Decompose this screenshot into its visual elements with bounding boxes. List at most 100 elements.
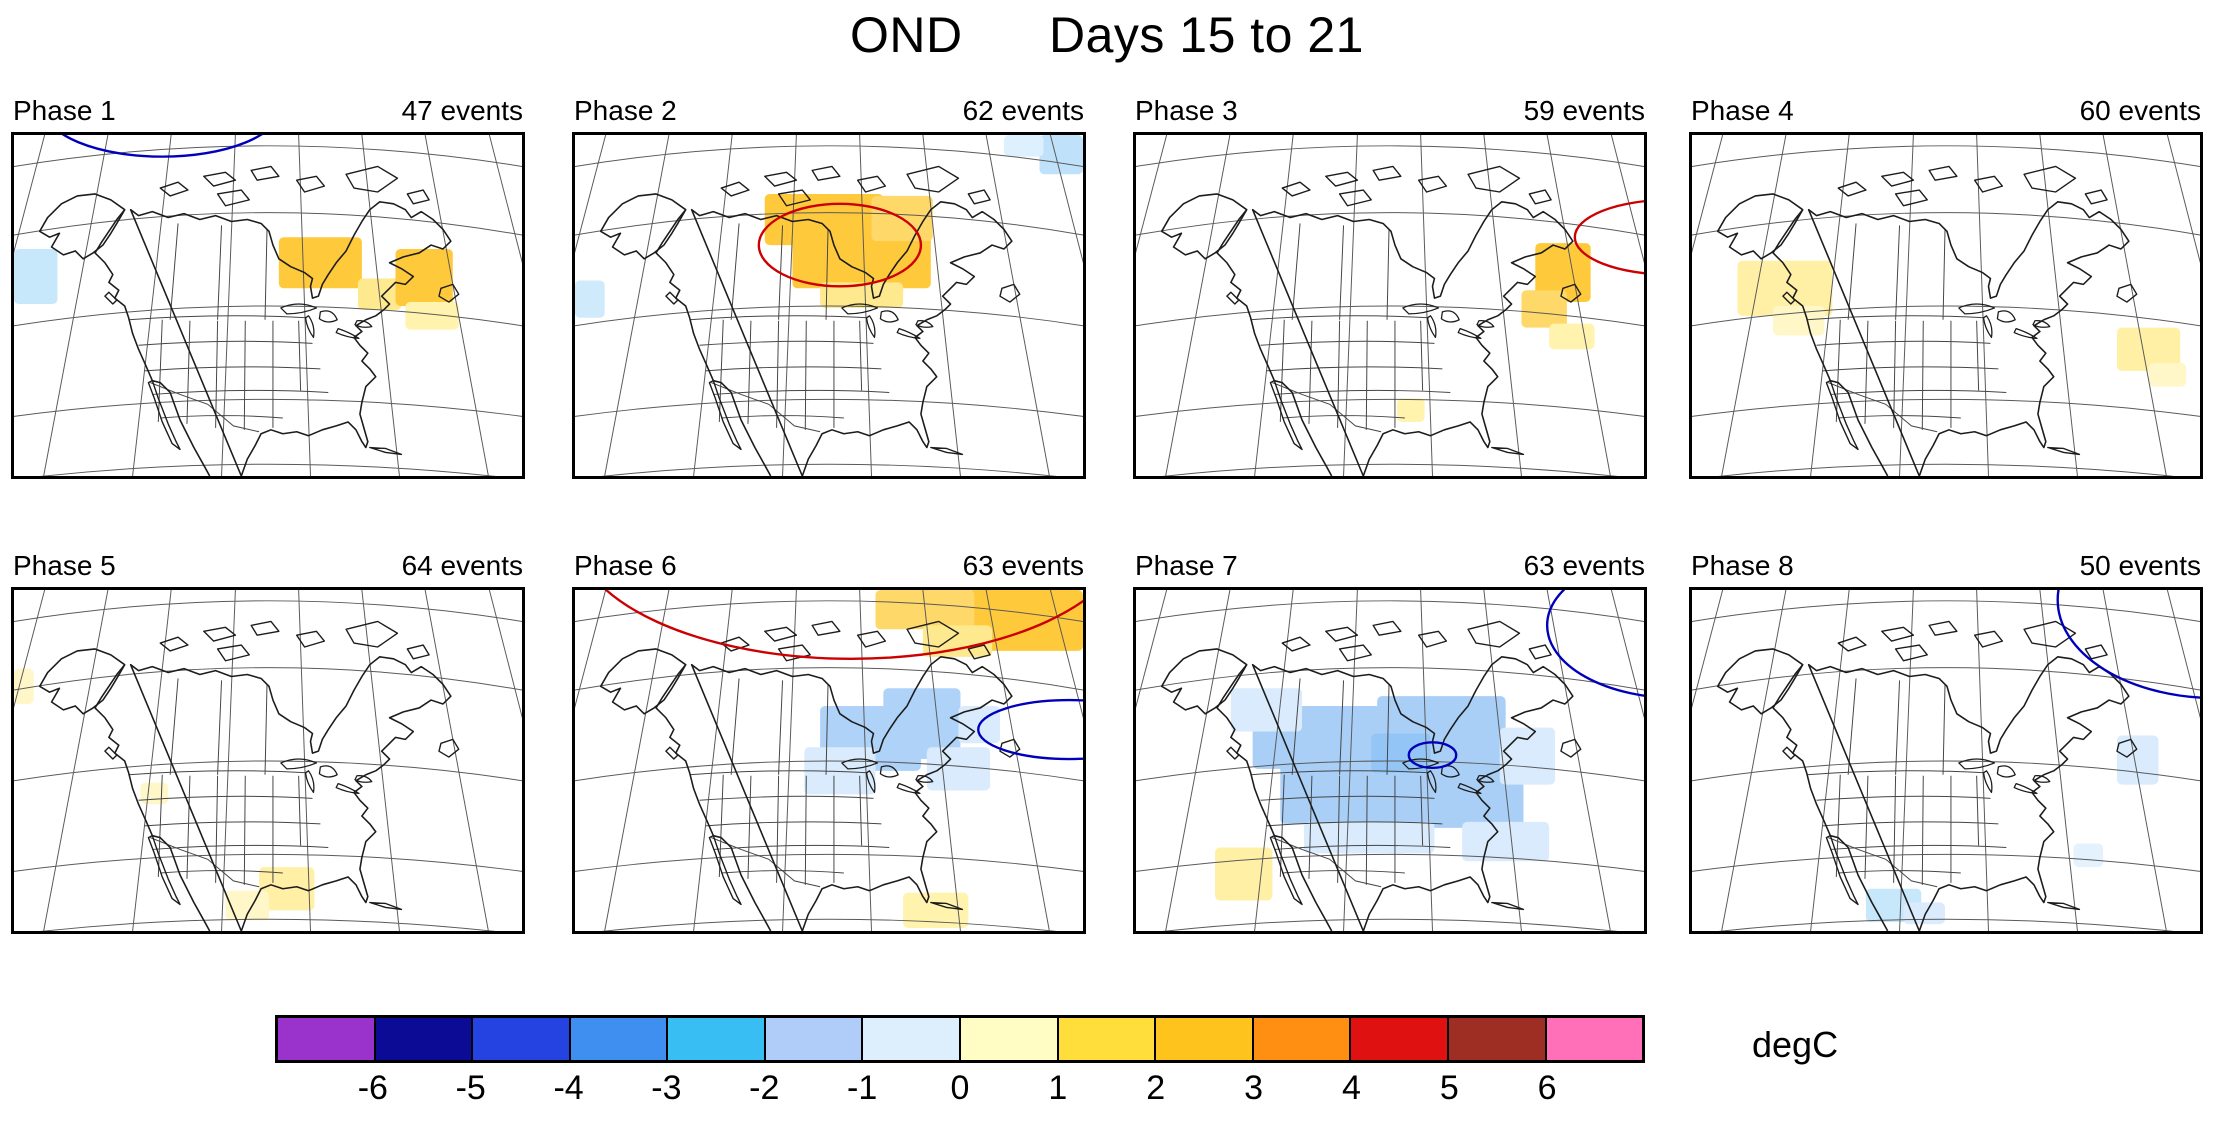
colorbar-tick: -3 [651,1069,682,1107]
anomaly-patch [14,248,58,305]
panel-header: Phase 7 63 events [1133,549,1647,582]
colorbar-tick: 3 [1244,1069,1264,1107]
map-frame [1133,587,1647,934]
colorbar-cell [861,1018,960,1060]
anomaly-patch [792,233,931,289]
colorbar-cell [471,1018,569,1060]
anomaly-patch [1521,290,1567,328]
colorbar-cell [1349,1018,1447,1060]
significance-contour [1545,590,1644,697]
colorbar-tick: 0 [950,1069,970,1107]
phase-label: Phase 3 [1135,95,1238,126]
anomaly-patch [1737,260,1833,316]
anomaly-patch-layer [804,590,1083,929]
colorbar-tick: -4 [553,1069,584,1107]
panel-phase-7: Phase 7 63 events [1133,549,1647,934]
events-count: 47 events [401,95,523,126]
colorbar-cell [568,1018,667,1060]
phase-label: Phase 7 [1135,550,1238,581]
anomaly-patch [140,782,169,805]
colorbar-cell [959,1018,1057,1060]
anomaly-patch [1304,821,1435,854]
colorbar-tick: 1 [1048,1069,1068,1107]
phase-label: Phase 2 [574,95,677,126]
anomaly-patch [2116,327,2181,371]
colorbar-cell [763,1018,862,1060]
anomaly-map [1136,135,1644,476]
significance-contour [61,135,263,158]
anomaly-patch [1773,305,1825,336]
panel-phase-8: Phase 8 50 events [1689,549,2203,934]
anomaly-patch [1396,398,1425,422]
anomaly-patch [14,668,34,704]
basemap [575,135,1083,476]
contour-layer [1573,200,1644,275]
anomaly-map [1692,590,2200,931]
significance-contour [604,590,1083,660]
colorbar-tick: -1 [847,1069,878,1107]
panel-header: Phase 1 47 events [11,94,525,127]
phase-label: Phase 4 [1691,95,1794,126]
anomaly-patch-layer [1396,243,1595,422]
colorbar-tick: -5 [455,1069,486,1107]
events-count: 63 events [962,550,1084,581]
anomaly-patch [922,625,993,657]
anomaly-patch [395,248,453,306]
basemap [1136,135,1644,476]
significance-contour [1407,741,1458,770]
significance-contour [757,202,923,288]
anomaly-patch-layer [1737,260,2187,387]
colorbar-tick: 5 [1439,1069,1459,1107]
colorbar-cell [666,1018,764,1060]
map-frame [572,587,1086,934]
colorbar-cell [278,1018,374,1060]
anomaly-patch-layer [14,237,459,330]
colorbar-unit-label: degC [1752,1024,1839,1065]
anomaly-patch [903,892,969,929]
panel-header: Phase 2 62 events [572,94,1086,127]
panel-header: Phase 3 59 events [1133,94,1647,127]
events-count: 63 events [1523,550,1645,581]
map-frame [11,587,525,934]
phase-label: Phase 5 [13,550,116,581]
contour-layer [2056,590,2200,699]
anomaly-patch [1230,688,1303,732]
anomaly-patch [1003,135,1044,157]
contour-layer [757,202,923,288]
colorbar-cell [1154,1018,1252,1060]
panel-phase-2: Phase 2 62 events [572,94,1086,479]
panel-phase-6: Phase 6 63 events [572,549,1086,934]
events-count: 50 events [2079,550,2201,581]
panel-header: Phase 5 64 events [11,549,525,582]
map-frame [11,132,525,479]
anomaly-patch-layer [1865,735,2159,925]
map-frame [1689,587,2203,934]
significance-contour [2056,590,2200,699]
anomaly-patch [225,890,269,921]
basemap [1136,590,1644,931]
colorbar-cell [373,1018,472,1060]
anomaly-patch [2116,735,2159,785]
events-count: 60 events [2079,95,2201,126]
events-count: 59 events [1523,95,1645,126]
events-count: 62 events [962,95,1084,126]
anomaly-patch-layer [1215,688,1556,901]
significance-contour [977,698,1083,761]
anomaly-map [575,135,1083,476]
anomaly-patch [1462,821,1550,862]
colorbar-tick: 4 [1341,1069,1361,1107]
anomaly-patch [2148,362,2187,387]
contour-layer [61,135,263,158]
anomaly-patch [2073,843,2104,868]
anomaly-patch [1039,135,1083,175]
significance-contour [1573,200,1644,275]
panel-phase-4: Phase 4 60 events [1689,94,2203,479]
panel-phase-5: Phase 5 64 events [11,549,525,934]
anomaly-map [1692,135,2200,476]
anomaly-map [575,590,1083,931]
anomaly-patch [575,280,605,318]
panel-header: Phase 8 50 events [1689,549,2203,582]
colorbar-tick: 2 [1146,1069,1166,1107]
anomaly-patch [764,193,884,246]
